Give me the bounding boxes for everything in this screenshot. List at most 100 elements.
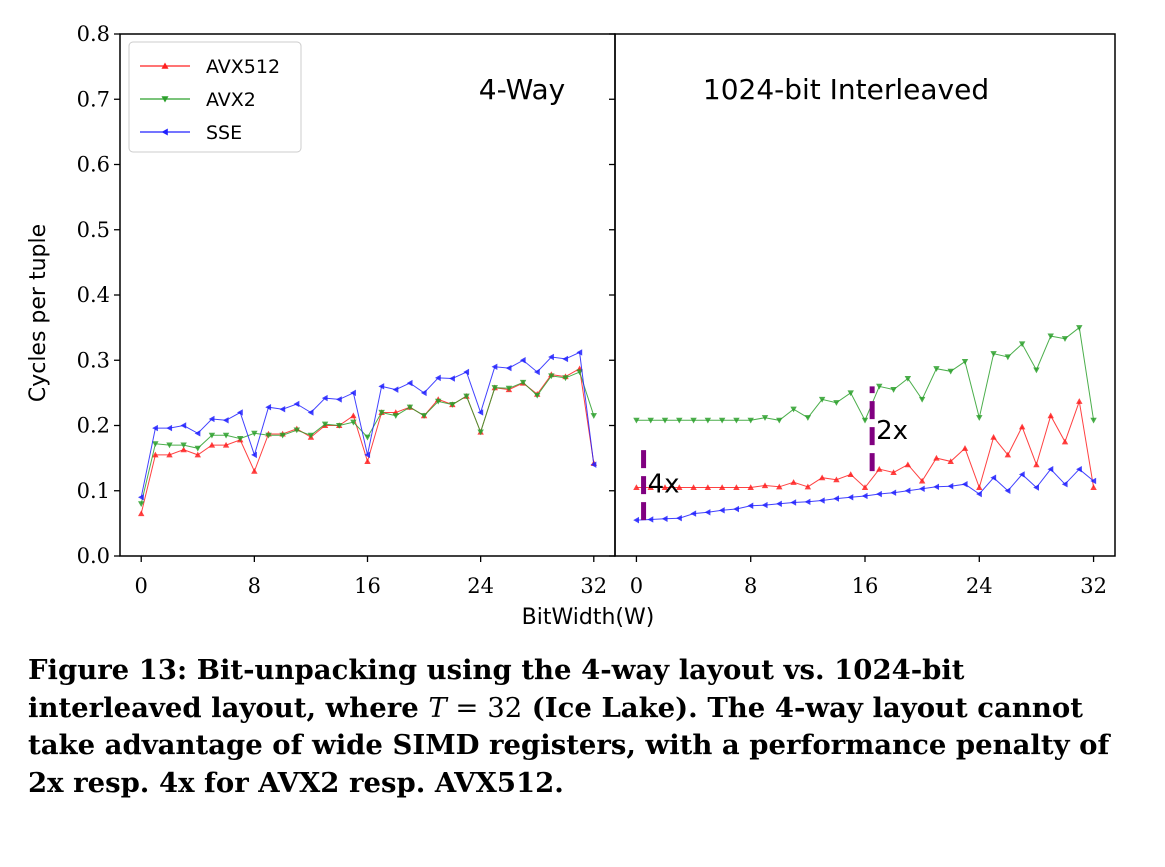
data-point [505,364,512,372]
data-point [420,389,427,397]
data-point [990,434,997,440]
data-point [804,498,811,506]
data-point [790,499,797,506]
data-point [790,406,797,413]
panel-title: 4-Way [479,73,565,106]
data-point [251,430,258,437]
data-point [378,409,385,416]
data-point [690,417,697,424]
legend-entry-avx2: AVX2 [140,89,256,111]
x-tick-label: 0 [630,574,643,598]
data-point [477,409,484,416]
series-avx2 [138,369,597,507]
series-avx512 [138,365,597,517]
data-point [392,386,399,393]
data-point [1004,451,1012,458]
data-point [534,392,541,399]
data-point [1018,471,1025,478]
data-point [876,490,882,498]
data-point [733,417,740,424]
data-point [307,409,314,416]
caption-lead: Figure 13: Bit-unpacking using the 4-way… [28,654,965,724]
data-point [392,413,399,419]
data-point [1061,336,1069,342]
data-point [676,514,682,522]
data-point [1090,484,1097,491]
legend: AVX512 AVX2 SSE [128,41,302,153]
data-point [336,422,343,429]
data-point [890,489,897,496]
y-tick-label: 0.1 [77,479,110,503]
data-point [1018,423,1026,430]
series-sse [633,466,1097,524]
data-point [747,417,754,424]
data-point [1047,466,1054,473]
data-point [704,509,711,516]
data-point [1047,333,1054,340]
data-point [138,494,144,501]
data-point [890,469,897,476]
series-line [140,351,595,498]
data-point [847,494,854,501]
data-point [747,502,754,509]
panel-four-way: 0.0 0.1 0.2 0.3 0.4 0.5 0.6 0.7 0.8 0 8 16 24 32 4-Way [77,22,616,598]
data-point [321,421,329,428]
data-point [876,466,883,472]
x-tick-label: 32 [1080,574,1107,598]
data-point [406,379,413,387]
data-point [1033,484,1039,491]
data-point [548,373,555,380]
data-point [208,432,216,439]
data-point [633,516,639,524]
data-point [776,417,783,424]
data-point [704,484,712,491]
data-point [166,424,173,432]
data-point [1004,354,1012,361]
data-point [761,415,769,421]
x-tick-label: 16 [852,574,879,598]
data-point [449,402,456,408]
y-tick-label: 0.6 [77,153,110,177]
data-point [251,467,258,474]
data-point [406,404,414,411]
data-point [876,383,883,390]
annotation-label: 2x [876,416,908,446]
y-tick-label: 0.7 [77,87,110,111]
legend-entry-avx512: AVX512 [140,56,280,78]
data-point [491,363,498,370]
y-tick-label: 0.3 [77,348,110,372]
data-point [976,484,983,491]
data-point [718,484,726,491]
panel-title: 1024-bit Interleaved [703,73,989,106]
data-point [293,400,300,408]
data-point [847,390,854,397]
data-point [947,368,954,375]
data-point [661,417,669,424]
data-point [237,435,244,442]
data-point [152,424,158,432]
y-axis-label: Cycles per tuple [26,224,51,402]
data-point [961,445,969,451]
data-point [1004,487,1011,494]
series-avx512 [633,398,1097,491]
legend-label: AVX2 [206,89,256,111]
caption-math-var: T [428,691,447,724]
data-point [1061,438,1069,445]
caption-math-rest: = 32 [446,691,523,724]
data-point [576,349,583,356]
data-point [562,375,569,382]
data-point [804,483,812,490]
series-line [636,401,1095,490]
data-point [1076,325,1083,331]
data-point [804,415,812,421]
data-point [180,442,187,449]
data-point [818,474,826,481]
data-point [661,515,668,523]
data-point [364,458,371,464]
data-point [647,484,654,491]
data-point [833,495,839,502]
data-point [933,366,940,372]
data-point [364,434,371,441]
data-point [321,394,328,402]
data-point [562,355,569,363]
